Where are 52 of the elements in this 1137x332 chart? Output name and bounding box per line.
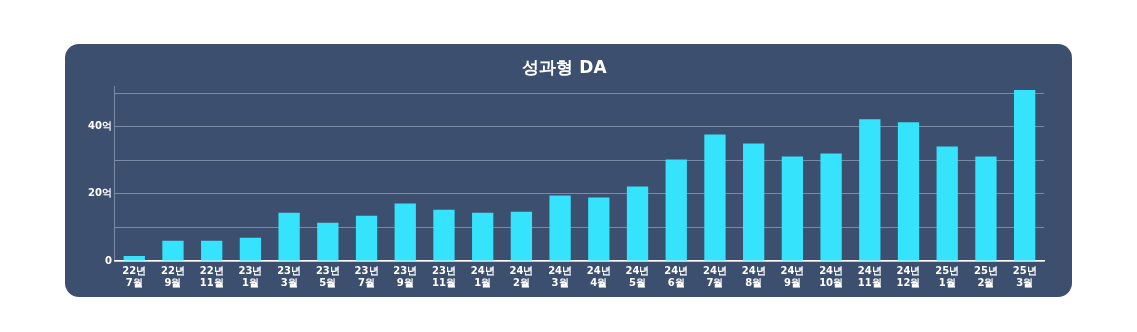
x-tick-label: 23년 11월 bbox=[432, 264, 456, 288]
x-tick-label: 23년 1월 bbox=[238, 264, 263, 288]
bar bbox=[936, 146, 958, 261]
x-tick-label: 23년 5월 bbox=[315, 264, 340, 288]
bar bbox=[626, 186, 649, 261]
x-tick-label: 25년 3월 bbox=[1012, 264, 1037, 288]
bar bbox=[781, 156, 804, 261]
x-tick-label: 22년 7월 bbox=[122, 264, 147, 288]
x-tick-label: 24년 5월 bbox=[625, 264, 650, 288]
bar bbox=[704, 134, 726, 261]
x-tick-label: 25년 2월 bbox=[973, 264, 998, 288]
bar bbox=[1014, 90, 1036, 261]
bar bbox=[201, 240, 223, 261]
y-tick-label: 20억 bbox=[87, 187, 112, 199]
bar bbox=[975, 156, 997, 261]
bar bbox=[510, 211, 533, 261]
x-tick-label: 24년 12월 bbox=[896, 264, 921, 288]
x-tick-label: 24년 2월 bbox=[509, 264, 534, 288]
x-tick-label: 24년 9월 bbox=[780, 264, 805, 288]
x-tick-label: 22년 9월 bbox=[161, 264, 185, 288]
x-tick-label: 23년 9월 bbox=[393, 264, 418, 288]
x-tick-label: 23년 3월 bbox=[277, 264, 302, 288]
x-tick-label: 24년 1월 bbox=[470, 264, 495, 288]
chart-title: 성과형 DA bbox=[522, 56, 608, 77]
bar bbox=[820, 153, 842, 261]
bar bbox=[355, 215, 378, 261]
x-tick-label: 24년 6월 bbox=[664, 264, 689, 288]
bar bbox=[743, 143, 765, 261]
x-tick-label: 24년 3월 bbox=[548, 264, 573, 288]
x-tick-label: 22년 11월 bbox=[199, 264, 224, 288]
bar bbox=[433, 209, 455, 261]
x-tick-label: 24년 10월 bbox=[819, 264, 844, 288]
bar bbox=[588, 197, 610, 261]
x-tick-label: 24년 4월 bbox=[586, 264, 611, 288]
x-tick-label: 24년 7월 bbox=[702, 264, 727, 288]
bar bbox=[394, 203, 416, 261]
x-tick-label: 24년 11월 bbox=[857, 264, 882, 288]
y-tick-label: 40억 bbox=[87, 120, 112, 132]
bar bbox=[162, 240, 184, 261]
bar bbox=[665, 159, 687, 261]
bar bbox=[549, 195, 571, 261]
bar bbox=[472, 212, 494, 261]
bar bbox=[278, 212, 300, 261]
bar bbox=[859, 119, 881, 261]
x-tick-label: 25년 1월 bbox=[935, 264, 960, 288]
x-tick-label: 24년 8월 bbox=[741, 264, 766, 288]
bar bbox=[239, 237, 262, 261]
bar bbox=[897, 122, 920, 261]
y-tick-label: 0 bbox=[104, 254, 112, 266]
bar bbox=[317, 222, 339, 261]
x-tick-label: 23년 7월 bbox=[354, 264, 379, 288]
bar bbox=[123, 255, 145, 261]
